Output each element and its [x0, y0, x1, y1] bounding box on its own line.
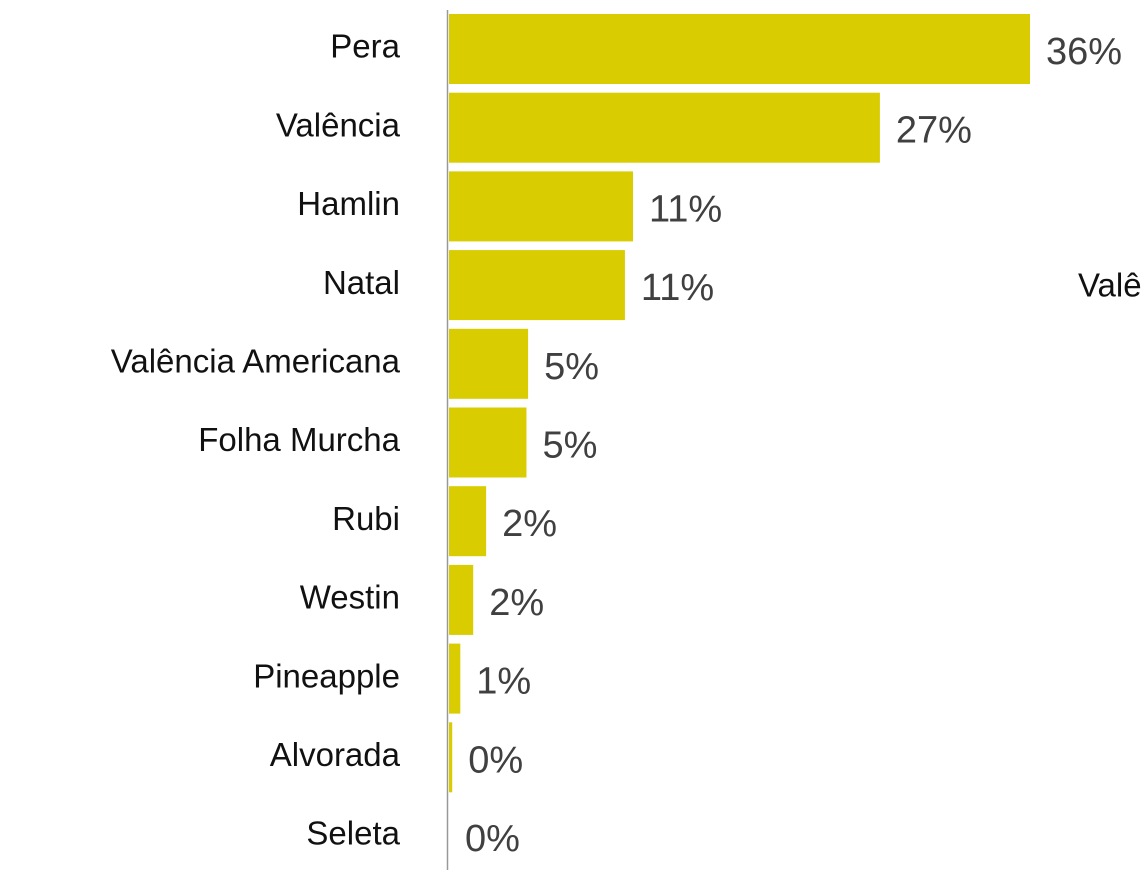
data-label: 5%	[544, 346, 599, 388]
data-label: 2%	[489, 582, 544, 624]
bar	[449, 14, 1030, 84]
category-label: Valência	[276, 106, 401, 143]
bar	[449, 564, 474, 635]
category-label: Westin	[300, 579, 400, 616]
bar	[449, 250, 625, 321]
data-label: 11%	[641, 267, 714, 309]
category-label: Pera	[330, 28, 400, 65]
data-label: 36%	[1046, 31, 1122, 73]
data-label: 2%	[502, 503, 557, 545]
data-label: 5%	[542, 425, 597, 467]
category-label: Folha Murcha	[198, 421, 400, 458]
category-label: Hamlin	[297, 185, 400, 222]
bar	[449, 171, 633, 242]
data-label: 27%	[896, 110, 972, 152]
data-label: 0%	[465, 818, 520, 860]
category-label: Natal	[323, 264, 400, 301]
category-label: Seleta	[306, 815, 400, 852]
data-label: 11%	[649, 188, 722, 230]
data-label: 0%	[468, 739, 523, 781]
bar	[449, 486, 487, 557]
bar	[449, 92, 880, 163]
category-label: Pineapple	[253, 657, 400, 694]
bar	[449, 722, 453, 793]
category-label: Rubi	[332, 500, 400, 537]
category-label: Alvorada	[270, 736, 401, 773]
bar	[449, 407, 527, 478]
bar	[449, 328, 529, 399]
category-label: Valência Americana	[111, 343, 401, 380]
bar	[449, 643, 461, 714]
data-label: 1%	[476, 661, 531, 703]
annotation: Valência	[1078, 267, 1141, 304]
